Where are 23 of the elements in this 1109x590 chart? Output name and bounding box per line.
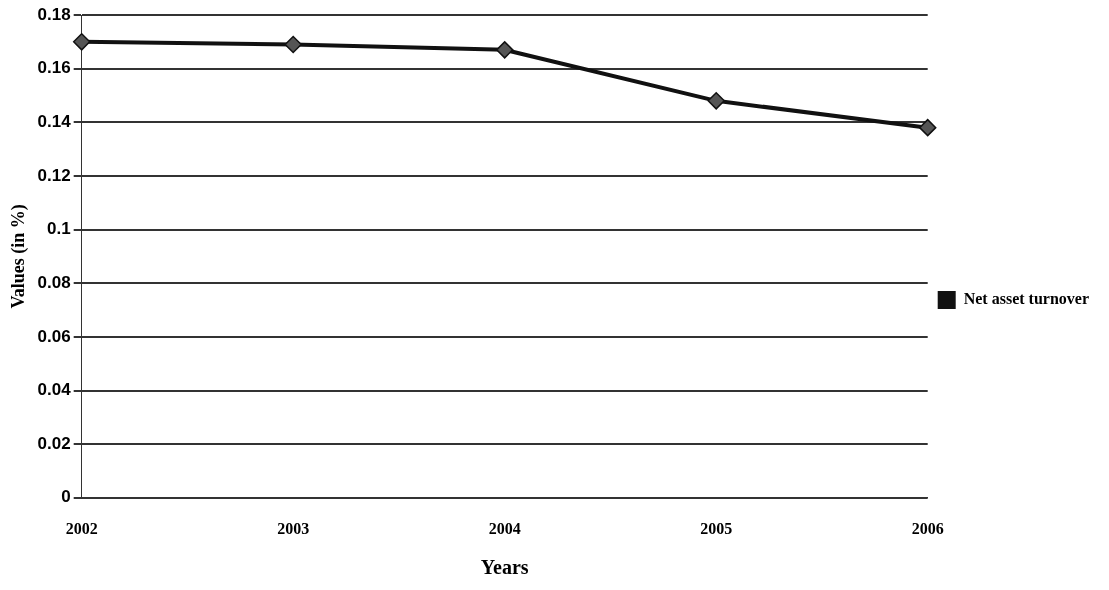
x-axis-title: Years	[480, 556, 529, 579]
point	[284, 35, 302, 54]
point	[72, 33, 91, 51]
point	[707, 92, 725, 110]
y-tick-label: 0.12	[37, 165, 71, 185]
legend-label: Net asset turnover	[963, 290, 1089, 308]
y-tick-label: 0.02	[37, 433, 71, 453]
x-tick-label: 2005	[700, 519, 733, 537]
y-tick-label: 0	[61, 487, 71, 507]
x-tick-label: 2002	[65, 519, 98, 537]
point	[495, 41, 514, 59]
x-tick-label: 2004	[488, 519, 521, 537]
y-tick-label: 0.08	[37, 272, 71, 292]
x-tick-label: 2006	[911, 519, 944, 537]
x-tick-label: 2003	[277, 519, 310, 537]
y-tick-label: 0.16	[37, 58, 71, 78]
y-tick-label: 0.18	[37, 4, 71, 24]
point	[918, 118, 937, 137]
y-tick-label: 0.04	[37, 380, 72, 400]
y-tick-label: 0.14	[37, 111, 72, 131]
y-axis-title: Values (in %)	[8, 204, 30, 309]
y-tick-label: 0.1	[47, 219, 71, 239]
y-tick-label: 0.06	[37, 326, 71, 346]
